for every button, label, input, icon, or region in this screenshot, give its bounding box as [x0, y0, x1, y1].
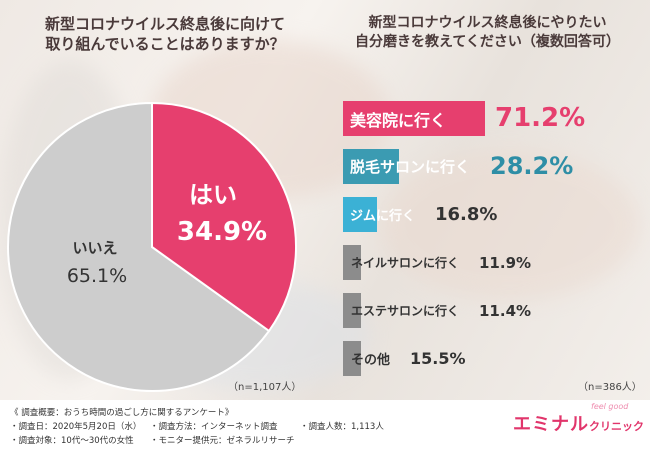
brand-logo: エミナルクリニック feel good — [513, 402, 644, 436]
bar-label-4: エステサロンに行く — [351, 304, 460, 318]
bar-value-1: 28.2% — [490, 152, 574, 181]
survey-date: ・調査日：2020年5月20日（水） — [10, 422, 142, 432]
survey-count: ・調査人数：1,113人 — [300, 422, 384, 432]
left-question-line1: 新型コロナウイルス終息後に向けて — [44, 15, 285, 33]
bar-0: 美容院に行く — [343, 101, 486, 136]
left-question-line2: 取り組んでいることはありますか？ — [45, 35, 285, 54]
bar-label-0: 美容院に行く — [350, 110, 447, 130]
survey-provider: ・モニター提供元：ゼネラルリサーチ — [150, 436, 295, 446]
bar-value-0: 71.2% — [495, 102, 586, 133]
pie-value-yes: 34.9% — [177, 217, 267, 247]
bar-2: ジムに行く — [343, 197, 415, 232]
right-question-line1: 新型コロナウイルス終息後にやりたい — [368, 15, 607, 31]
bar-value-4: 11.4% — [479, 301, 532, 320]
bar-3: ネイルサロンに行く — [343, 245, 459, 280]
brand-tag: feel good — [591, 402, 629, 411]
bar-5: その他 — [343, 341, 390, 376]
bar-label-2: ジムに行く — [350, 209, 416, 224]
survey-method: ・調査方法：インターネット調査 — [150, 422, 278, 432]
bar-label-5: その他 — [351, 353, 391, 368]
bar-4: エステサロンに行く — [343, 293, 459, 328]
pie-label-no: いいえ — [72, 239, 117, 257]
pie-value-no: 65.1% — [67, 265, 127, 287]
survey-target: ・調査対象：10代〜30代の女性 — [10, 436, 134, 446]
bar-value-3: 11.9% — [479, 253, 532, 272]
bar-1: 脱毛サロンに行く — [343, 149, 470, 184]
left-question: 新型コロナウイルス終息後に向けて 取り組んでいることはありますか？ — [0, 14, 330, 55]
brand-suffix: クリニック — [589, 420, 644, 433]
survey-footer: 《 調査概要：おうち時間の過ごし方に関するアンケート》 ・調査日：2020年5月… — [0, 400, 650, 450]
bar-label-1: 脱毛サロンに行く — [350, 158, 471, 176]
right-question-line2: 自分磨きを教えてください（複数回答可） — [355, 33, 620, 50]
pie-slice-yes — [151, 101, 297, 333]
bar-n-label: （n=386人） — [578, 382, 642, 393]
bar-value-5: 15.5% — [410, 348, 466, 368]
bar-label-3: ネイルサロンに行く — [351, 256, 460, 270]
pie-n-label: （n=1,107人） — [228, 382, 302, 393]
pie-label-yes: はい — [189, 181, 237, 209]
brand-name: エミナル — [513, 414, 589, 435]
right-question: 新型コロナウイルス終息後にやりたい 自分磨きを教えてください（複数回答可） — [325, 14, 650, 52]
bar-value-2: 16.8% — [435, 203, 498, 225]
survey-title: 《 調査概要：おうち時間の過ごし方に関するアンケート》 — [10, 408, 234, 418]
pie-slice-no — [7, 101, 271, 392]
